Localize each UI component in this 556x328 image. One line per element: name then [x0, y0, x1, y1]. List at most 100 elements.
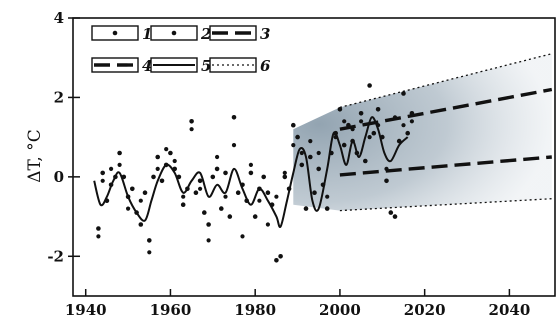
series-1-point	[121, 174, 127, 180]
series-2-point	[248, 162, 253, 167]
series-1-point	[172, 166, 177, 172]
series-1-point	[210, 174, 216, 180]
series-1-point	[227, 214, 233, 219]
legend-entry-3: 3	[209, 25, 270, 43]
series-2-point	[257, 198, 262, 203]
series-1-point	[286, 186, 292, 192]
series-1-point	[202, 210, 207, 215]
x-tick-label: 2020	[404, 301, 446, 319]
x-tick-label: 1960	[150, 301, 192, 319]
series-1-point	[303, 206, 309, 211]
series-1-point	[104, 198, 110, 203]
series-2-point	[401, 123, 406, 128]
legend-entry-1: 1	[91, 25, 152, 43]
series-2-point	[409, 119, 414, 124]
series-1-point	[269, 202, 275, 207]
series-2-point	[223, 194, 228, 199]
series-1-point	[244, 198, 249, 203]
series-1-point	[163, 162, 169, 168]
series-1-point	[113, 174, 118, 180]
series-1-point	[130, 186, 135, 192]
series-1-point	[320, 182, 326, 188]
series-2-point	[198, 186, 203, 191]
legend-label: 5	[201, 57, 211, 75]
y-axis-label: ΔT, °C	[25, 129, 45, 182]
series-2-point	[181, 194, 186, 199]
y-tick-label: 4	[54, 9, 64, 27]
series-2-point	[274, 194, 279, 199]
series-2-point	[291, 143, 296, 148]
series-1-point	[176, 174, 182, 180]
series-2-point	[155, 166, 160, 171]
legend-entry-2: 2	[150, 25, 211, 43]
series-1-point	[308, 154, 313, 160]
series-2-point	[282, 170, 287, 175]
series-1-point	[147, 238, 152, 243]
series-2-point	[240, 234, 245, 239]
series-1-point	[151, 174, 156, 180]
series-1-point	[405, 130, 411, 136]
x-tick-label: 2000	[319, 301, 361, 319]
series-1-point	[219, 206, 224, 211]
series-1-point	[159, 178, 165, 184]
series-1-point	[117, 150, 122, 156]
series-1-point	[96, 226, 101, 231]
series-1-point	[252, 214, 258, 219]
series-1-point	[312, 190, 317, 195]
legend-swatch-box	[91, 57, 139, 73]
series-1-point	[278, 253, 283, 259]
series-2-point	[299, 150, 304, 156]
series-5-line	[93, 116, 409, 228]
series-1-point	[240, 182, 245, 188]
series-1-point	[329, 150, 334, 156]
series-1-point	[261, 174, 267, 180]
series-1-point	[168, 150, 173, 156]
legend-swatch-marker	[112, 30, 118, 36]
series-points-layer	[96, 83, 415, 263]
series-2-point	[342, 119, 347, 124]
uncertainty-band	[293, 53, 552, 211]
series-1-point	[392, 214, 398, 219]
series-1-point	[100, 170, 105, 176]
series-1-point	[380, 134, 385, 140]
series-1-point	[155, 154, 160, 160]
y-tick-label: 2	[54, 88, 64, 106]
series-1-point	[316, 166, 322, 172]
series-1-point	[299, 162, 305, 168]
series-6-line-lower	[339, 198, 552, 212]
series-1-point	[354, 150, 360, 156]
series-1-point	[295, 134, 300, 140]
series-1-point	[367, 83, 372, 88]
series-1-point	[363, 158, 368, 164]
series-1-point	[235, 190, 241, 195]
series-1-point	[108, 182, 114, 188]
series-1-point	[197, 178, 203, 184]
y-tick-label: -2	[47, 247, 64, 265]
series-2-point	[367, 135, 372, 140]
series-1-point	[125, 194, 131, 199]
series-1-point	[333, 130, 339, 136]
series-2-point	[96, 234, 101, 239]
legend-label: 2	[200, 25, 211, 43]
series-2-point	[376, 123, 381, 128]
series-1-point	[324, 206, 330, 211]
series-2-point	[206, 238, 211, 243]
series-1-point	[375, 107, 381, 112]
series-2-point	[117, 162, 122, 167]
series-1-point	[185, 186, 190, 192]
series-2-point	[164, 147, 169, 152]
series-2-point	[316, 150, 321, 156]
series-1-point	[337, 107, 343, 112]
legend-label: 6	[260, 57, 271, 75]
legend-label: 1	[142, 25, 152, 43]
series-2-point	[333, 135, 338, 140]
series-1-point	[142, 190, 148, 195]
legend-entry-6: 6	[209, 57, 271, 75]
series-1-point	[206, 222, 211, 227]
series-1-point	[134, 210, 139, 215]
series-1-point	[180, 202, 186, 207]
series-2-point	[350, 127, 355, 132]
uncertainty-band-layer	[293, 53, 552, 211]
